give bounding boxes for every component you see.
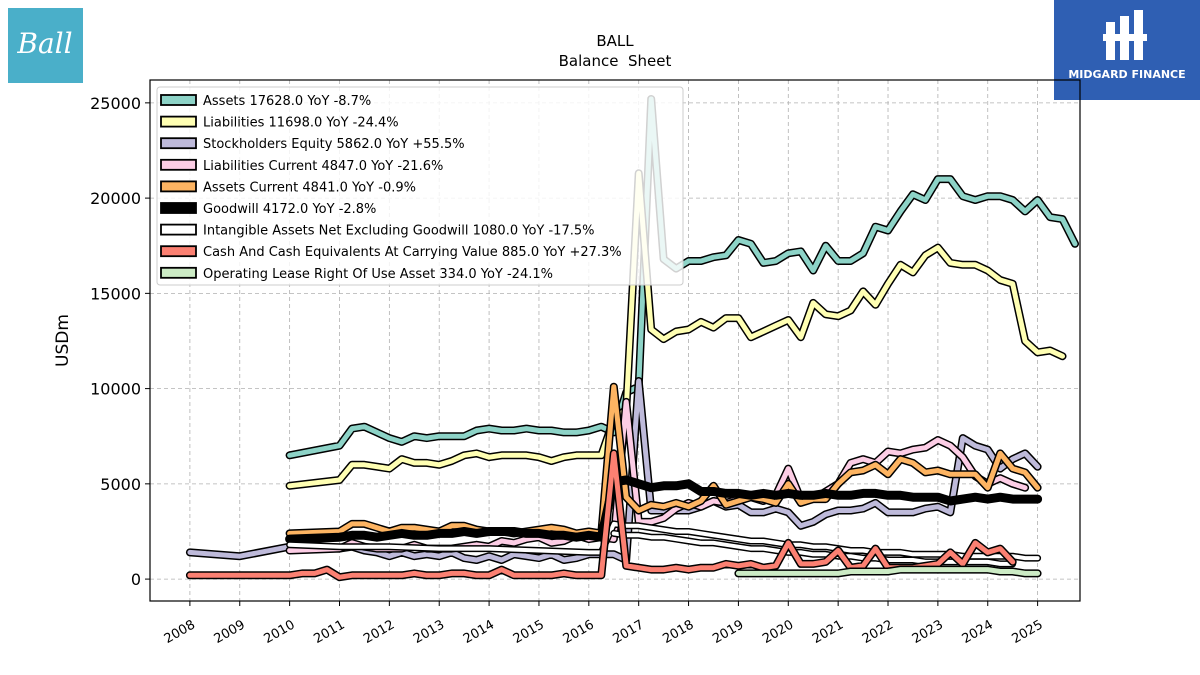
- x-tick-label: 2021: [810, 617, 846, 647]
- legend-swatch: [160, 158, 197, 171]
- legend-label: Cash And Cash Equivalents At Carrying Va…: [203, 245, 622, 260]
- legend-label: Liabilities 11698.0 YoY -24.4%: [203, 116, 399, 131]
- midgard-finance-logo: MIDGARD FINANCE: [1054, 0, 1200, 100]
- legend-label: Intangible Assets Net Excluding Goodwill…: [203, 224, 594, 239]
- x-tick-label: 2023: [910, 617, 946, 647]
- x-tick-label: 2024: [960, 617, 996, 647]
- y-tick-label: 25000: [90, 94, 141, 113]
- midgard-logo-mark: [1103, 10, 1147, 60]
- ball-logo-text: Ball: [16, 27, 72, 60]
- legend-swatch: [160, 202, 197, 214]
- x-tick-label: 2009: [212, 617, 248, 647]
- legend-swatch: [160, 223, 197, 236]
- ball-logo: Ball: [8, 8, 83, 83]
- legend-swatch: [160, 94, 197, 106]
- series-line-intangible-assets-net-excluding-goodwill-second-line: [611, 531, 1015, 566]
- y-tick-label: 0: [131, 570, 141, 589]
- legend-label: Operating Lease Right Of Use Asset 334.0…: [203, 267, 553, 282]
- x-tick-label: 2008: [162, 617, 198, 647]
- x-ticks: 2008 2009 2010 2011 2012 2013 2014 2015 2016 2017…: [162, 601, 1046, 647]
- x-tick-label: 2012: [361, 617, 397, 647]
- legend-box: [156, 86, 684, 286]
- x-tick-label: 2015: [511, 617, 547, 647]
- ball-logo-mark: Ball: [16, 27, 72, 60]
- x-tick-label: 2017: [611, 617, 647, 647]
- x-tick-label: 2011: [311, 617, 347, 647]
- x-tick-label: 2022: [860, 617, 896, 647]
- legend-swatch: [160, 115, 197, 128]
- x-tick-label: 2025: [1009, 617, 1045, 647]
- y-tick-label: 15000: [90, 284, 141, 303]
- legend: Assets 17628.0 YoY -8.7% Liabilities 1169…: [156, 86, 684, 286]
- legend-swatch: [160, 180, 197, 193]
- x-tick-label: 2020: [760, 617, 796, 647]
- legend-swatch: [160, 137, 197, 150]
- legend-label: Goodwill 4172.0 YoY -2.8%: [203, 202, 376, 217]
- midgard-logo-text: MIDGARD FINANCE: [1068, 68, 1186, 81]
- series-line-assets: [287, 96, 1078, 458]
- chart-subtitle: Balance Sheet: [558, 52, 672, 70]
- y-tick-label: 5000: [100, 475, 141, 494]
- legend-label: Assets 17628.0 YoY -8.7%: [203, 94, 371, 109]
- legend-swatch: [160, 266, 197, 279]
- series-line-liabilities: [287, 170, 1065, 489]
- legend-label: Liabilities Current 4847.0 YoY -21.6%: [203, 159, 443, 174]
- legend-label: Stockholders Equity 5862.0 YoY +55.5%: [203, 137, 465, 152]
- legend-swatch: [160, 245, 197, 258]
- x-tick-label: 2018: [660, 617, 696, 647]
- series-line-operating-lease-right-of-use-asset: [735, 567, 1041, 576]
- y-tick-label: 20000: [90, 189, 141, 208]
- legend-label: Assets Current 4841.0 YoY -0.9%: [203, 180, 416, 195]
- chart-title: BALL: [596, 32, 634, 50]
- y-ticks: 0 5000 10000 15000 20000 25000: [90, 94, 150, 589]
- x-tick-label: 2013: [411, 617, 447, 647]
- x-tick-label: 2019: [710, 617, 746, 647]
- series-line-goodwill: [286, 477, 1041, 543]
- y-tick-label: 10000: [90, 380, 141, 399]
- series-lines: [185, 95, 1079, 582]
- series-line-assets-current: [287, 384, 1041, 536]
- y-axis-label: USDm: [53, 314, 73, 367]
- x-tick-label: 2016: [561, 617, 597, 647]
- plot-frame: [149, 79, 1081, 602]
- x-tick-label: 2014: [461, 617, 497, 647]
- x-tick-label: 2010: [261, 617, 297, 647]
